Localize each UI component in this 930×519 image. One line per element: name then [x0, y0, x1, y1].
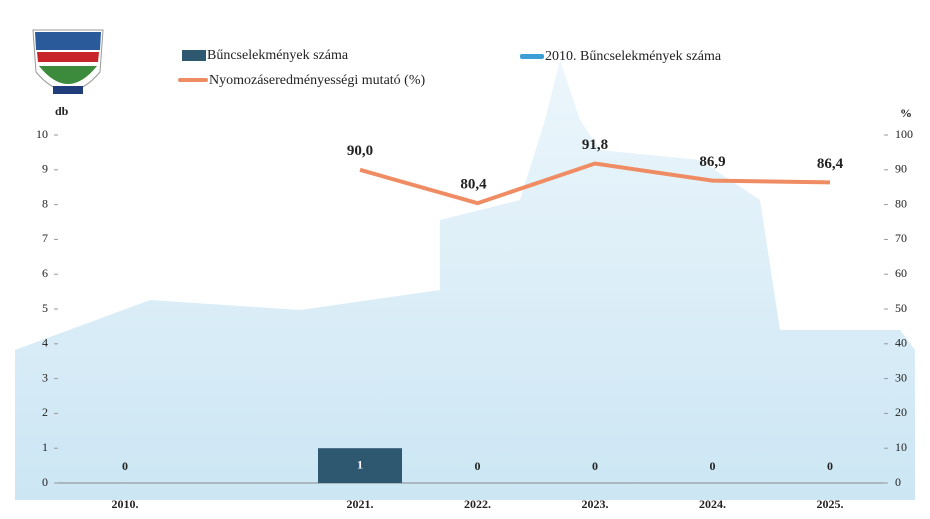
data-label: 0	[827, 459, 833, 473]
data-label: 0	[475, 459, 481, 473]
y2-tick-label: 80	[895, 196, 907, 210]
y2-tick-label: 90	[895, 162, 907, 176]
data-label: 1	[357, 457, 363, 471]
data-label: 80,4	[460, 177, 487, 193]
legend-label: Nyomozáseredményességi mutató (%)	[209, 73, 425, 88]
background	[15, 60, 915, 500]
data-label: 90,0	[347, 143, 373, 159]
y-tick-label: 2	[42, 405, 48, 419]
y-tick-label: 7	[42, 231, 48, 245]
logo	[32, 29, 104, 94]
y-tick-label: 5	[42, 301, 48, 315]
y2-tick-label: 70	[895, 231, 907, 245]
y-tick-label: 6	[42, 266, 48, 280]
x-tick-label: 2021.	[347, 497, 374, 511]
legend-label: Bűncselekmények száma	[207, 48, 349, 63]
y-tick-label: 4	[42, 336, 48, 350]
legend-swatch	[182, 50, 206, 61]
legend-label: 2010. Bűncselekmények száma	[545, 49, 722, 64]
x-tick-label: 2010.	[112, 497, 139, 511]
x-tick-label: 2025.	[817, 497, 844, 511]
data-label: 86,9	[699, 154, 725, 170]
y-tick-label: 0	[42, 475, 48, 489]
y2-tick-label: 30	[895, 370, 907, 384]
x-tick-label: 2023.	[582, 497, 609, 511]
legend-swatch	[178, 78, 208, 82]
y-tick-label: 1	[42, 440, 48, 454]
y2-tick-label: 20	[895, 405, 907, 419]
line	[359, 161, 831, 206]
y2-tick-label: 40	[895, 336, 907, 350]
y2-axis-label: %	[900, 106, 912, 120]
y-tick-label: 8	[42, 196, 48, 210]
y2-tick-label: 60	[895, 266, 907, 280]
bar	[318, 448, 402, 483]
x-tick-label: 2022.	[464, 497, 491, 511]
data-label: 91,8	[582, 137, 608, 153]
x-tick-label: 2024.	[699, 497, 726, 511]
y-tick-label: 10	[36, 127, 48, 141]
data-label: 86,4	[817, 156, 844, 172]
legend-swatch	[520, 54, 544, 59]
y2-tick-label: 50	[895, 301, 907, 315]
y-tick-label: 9	[42, 162, 48, 176]
y2-tick-label: 0	[895, 475, 901, 489]
y-tick-label: 3	[42, 370, 48, 384]
data-label: 0	[592, 459, 598, 473]
y-axis-label: db	[55, 104, 69, 118]
data-label: 0	[122, 459, 128, 473]
data-label: 0	[710, 459, 716, 473]
y2-tick-label: 10	[895, 440, 907, 454]
y2-tick-label: 100	[895, 127, 913, 141]
